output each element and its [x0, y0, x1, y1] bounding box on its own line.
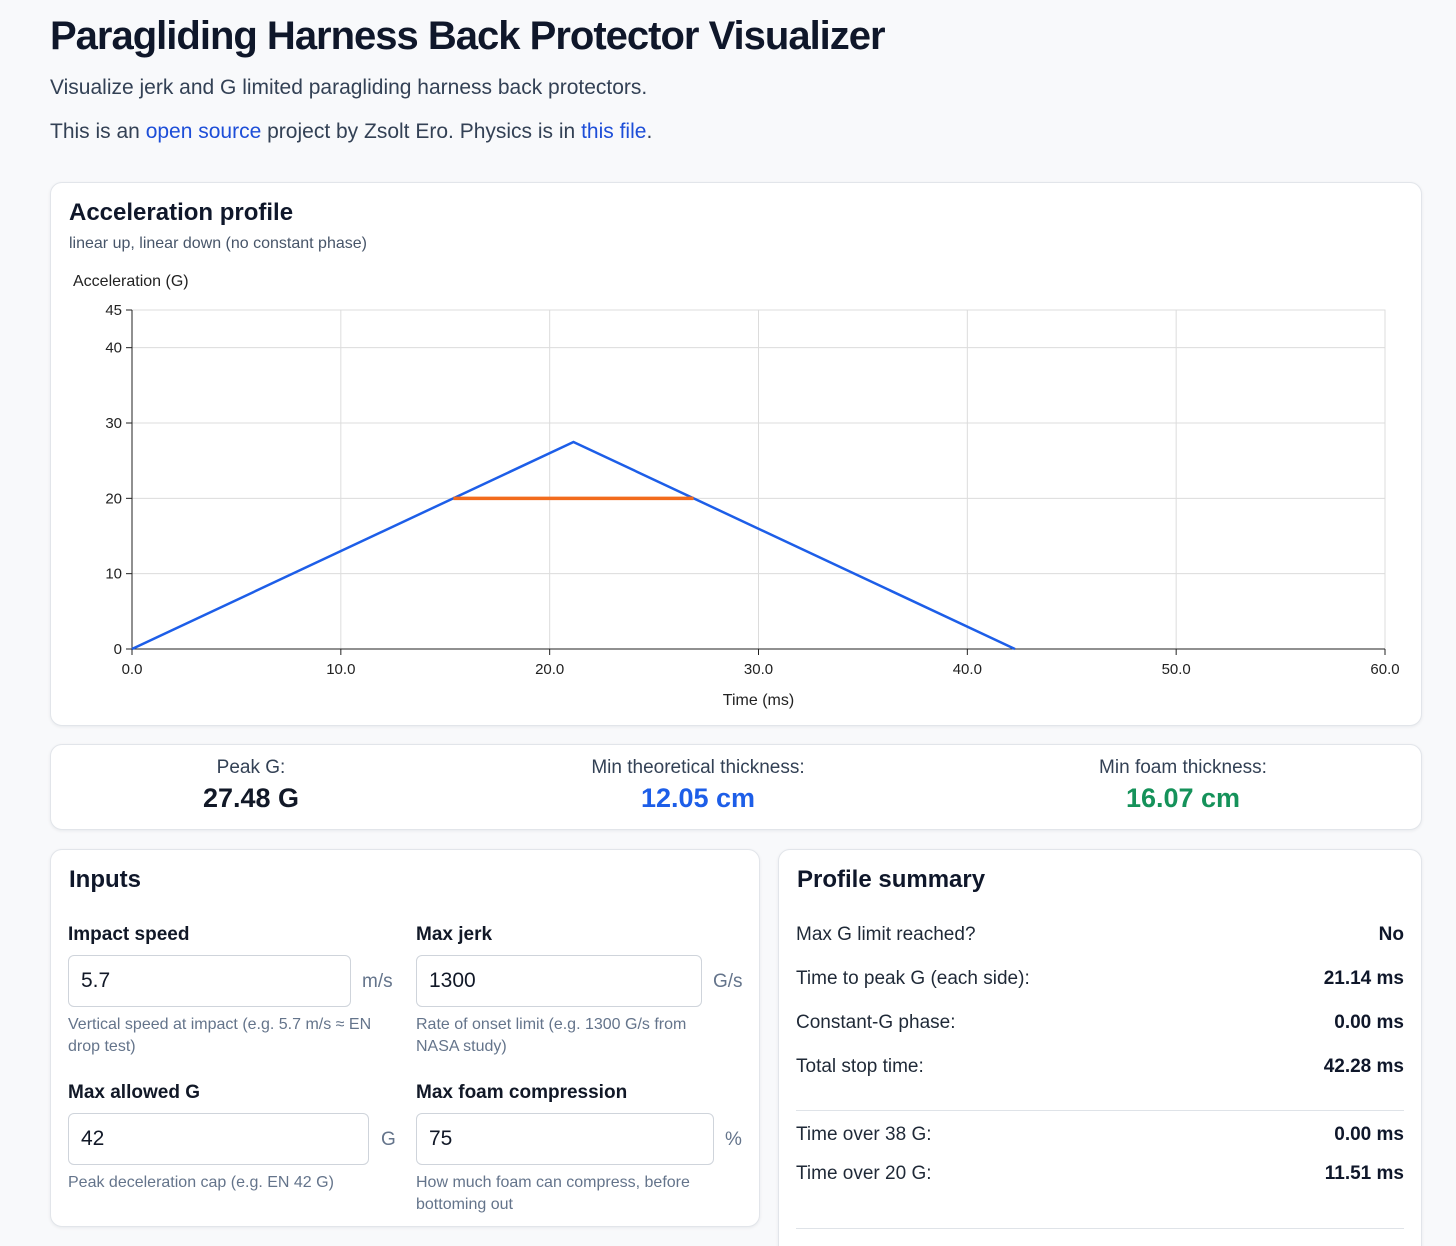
- summary-row-value: 21.14 ms: [1323, 968, 1404, 989]
- foam-thickness-label: Min foam thickness:: [1099, 757, 1267, 778]
- inputs-title: Inputs: [69, 866, 141, 893]
- summary-row-value: 42.28 ms: [1323, 1056, 1404, 1077]
- x-tick-label: 20.0: [535, 661, 564, 678]
- max-foam-compression-label: Max foam compression: [416, 1082, 628, 1103]
- y-tick-label: 40: [105, 340, 122, 357]
- y-axis-title: Acceleration (G): [73, 273, 189, 290]
- summary-row-label: Time to peak G (each side):: [796, 968, 1030, 989]
- y-tick-label: 45: [105, 302, 122, 319]
- chart-card-title: Acceleration profile: [69, 199, 294, 226]
- threshold-row: Time over 38 G: 0.00 ms: [796, 1124, 1404, 1150]
- inputs-card: Inputs Impact speed m/s Vertical speed a…: [50, 849, 760, 1227]
- acceleration-series-line: [131, 440, 1016, 651]
- x-tick-label: 60.0: [1370, 661, 1399, 678]
- impact-speed-label: Impact speed: [68, 924, 190, 945]
- x-tick-label: 40.0: [953, 661, 982, 678]
- max-allowed-g-unit: G: [381, 1129, 396, 1150]
- summary-row-label: Total stop time:: [796, 1056, 924, 1077]
- threshold-row-label: Time over 38 G:: [796, 1124, 932, 1145]
- summary-row: Time to peak G (each side): 21.14 ms: [796, 968, 1404, 994]
- max-foam-compression-input[interactable]: [416, 1113, 714, 1165]
- summary-row-label: Constant-G phase:: [796, 1012, 956, 1033]
- max-foam-compression-hint: How much foam can compress, before botto…: [416, 1174, 690, 1213]
- chart-card-subtitle: linear up, linear down (no constant phas…: [69, 235, 367, 252]
- impact-speed-input[interactable]: [68, 955, 351, 1007]
- x-axis-title: Time (ms): [723, 692, 794, 709]
- max-allowed-g-input[interactable]: [68, 1113, 369, 1165]
- peak-g-stat: Peak G: 27.48 G: [151, 757, 351, 814]
- threshold-row-value: 0.00 ms: [1334, 1124, 1404, 1145]
- max-allowed-g-hint: Peak deceleration cap (e.g. EN 42 G): [68, 1174, 334, 1191]
- theoretical-thickness-value: 12.05 cm: [640, 783, 756, 813]
- credits-line: This is an open source project by Zsolt …: [50, 120, 652, 144]
- credits-middle: project by Zsolt Ero. Physics is in: [261, 120, 582, 143]
- page-title: Paragliding Harness Back Protector Visua…: [50, 14, 886, 58]
- physics-file-link[interactable]: this file: [581, 120, 647, 143]
- threshold-row-value: 11.51 ms: [1324, 1163, 1404, 1184]
- open-source-link[interactable]: open source: [145, 120, 262, 143]
- y-tick-label: 30: [105, 415, 122, 432]
- x-tick-label: 30.0: [744, 661, 773, 678]
- threshold-row: Time over 20 G: 11.51 ms: [796, 1163, 1404, 1189]
- summary-row: Total stop time: 42.28 ms: [796, 1056, 1404, 1082]
- page-subtitle: Visualize jerk and G limited paragliding…: [50, 76, 648, 99]
- credits-suffix: .: [646, 120, 653, 143]
- max-jerk-label: Max jerk: [416, 924, 493, 945]
- summary-divider: [796, 1110, 1404, 1111]
- foam-thickness-value: 16.07 cm: [1125, 783, 1241, 813]
- x-tick-label: 50.0: [1162, 661, 1191, 678]
- summary-row-value: 0.00 ms: [1334, 1012, 1404, 1033]
- acceleration-chart: 0.0 10.0 20.0 30.0 40.0 50.0 60.0 0 10 20 30 40 45 Ac…: [73, 273, 1400, 709]
- peak-g-value: 27.48 G: [202, 783, 300, 813]
- theoretical-thickness-label: Min theoretical thickness:: [591, 757, 805, 778]
- threshold-row-label: Time over 20 G:: [796, 1163, 932, 1184]
- max-jerk-hint: Rate of onset limit (e.g. 1300 G/s from …: [416, 1016, 687, 1055]
- credits-prefix: This is an: [50, 120, 146, 143]
- x-tick-label: 0.0: [122, 661, 143, 678]
- max-foam-compression-unit: %: [725, 1129, 742, 1150]
- max-jerk-unit: G/s: [713, 971, 743, 992]
- summary-row-label: Max G limit reached?: [796, 924, 976, 945]
- summary-row-value: No: [1378, 924, 1404, 945]
- y-tick-label: 20: [105, 490, 122, 507]
- foam-thickness-stat: Min foam thickness: 16.07 cm: [1051, 757, 1315, 814]
- max-allowed-g-label: Max allowed G: [68, 1082, 200, 1103]
- max-jerk-input[interactable]: [416, 955, 702, 1007]
- x-tick-label: 10.0: [326, 661, 355, 678]
- peak-g-label: Peak G:: [216, 757, 286, 778]
- impact-speed-hint: Vertical speed at impact (e.g. 5.7 m/s ≈…: [68, 1016, 372, 1055]
- summary-row: Constant-G phase: 0.00 ms: [796, 1012, 1404, 1038]
- summary-row: Max G limit reached? No: [796, 924, 1404, 950]
- summary-divider: [796, 1228, 1404, 1229]
- theoretical-thickness-stat: Min theoretical thickness: 12.05 cm: [548, 757, 848, 814]
- y-tick-label: 0: [114, 641, 122, 658]
- summary-title: Profile summary: [797, 866, 986, 893]
- impact-speed-unit: m/s: [362, 971, 393, 992]
- y-tick-label: 10: [105, 566, 122, 583]
- acceleration-profile-card: 0.0 10.0 20.0 30.0 40.0 50.0 60.0 0 10 20 30 40 45 Ac…: [50, 182, 1422, 726]
- results-card: Peak G: 27.48 G Min theoretical thicknes…: [50, 744, 1422, 830]
- profile-summary-card: Profile summary Max G limit reached? No …: [778, 849, 1422, 1246]
